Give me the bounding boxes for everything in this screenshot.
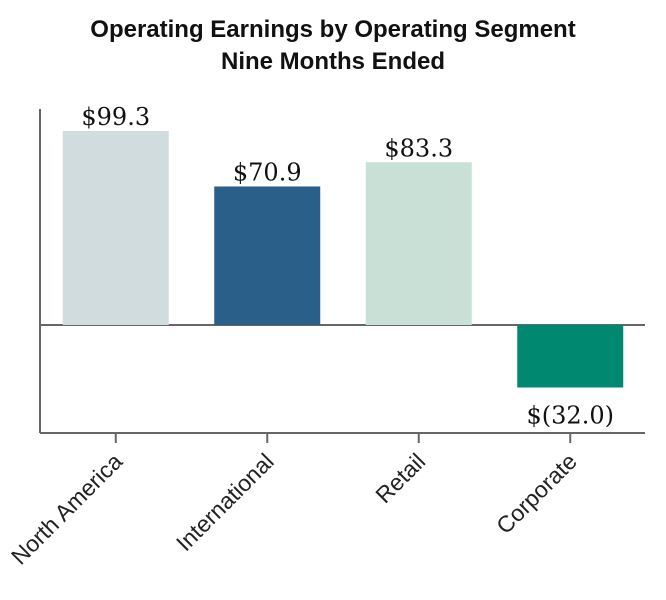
category-label-north-america: North America [6, 448, 128, 570]
data-label-retail: $83.3 [384, 134, 453, 162]
bar-international [214, 186, 321, 325]
chart-title: Operating Earnings by Operating Segment [90, 16, 576, 43]
bar-corporate [517, 325, 624, 388]
chart-category-labels: North America International Retail Corporat… [6, 448, 582, 570]
category-label-international: International [171, 448, 279, 556]
data-label-corporate: $(32.0) [527, 402, 614, 430]
category-label-corporate: Corporate [491, 448, 582, 539]
data-label-north-america: $99.3 [81, 103, 150, 131]
chart-value-labels: $99.3 $70.9 $83.3 $(32.0) [81, 103, 614, 430]
chart-bars [62, 131, 624, 388]
chart-subtitle: Nine Months Ended [221, 48, 445, 75]
data-label-international: $70.9 [233, 158, 302, 186]
category-label-retail: Retail [370, 448, 430, 508]
bar-retail [365, 162, 472, 325]
bar-north-america [62, 131, 169, 325]
